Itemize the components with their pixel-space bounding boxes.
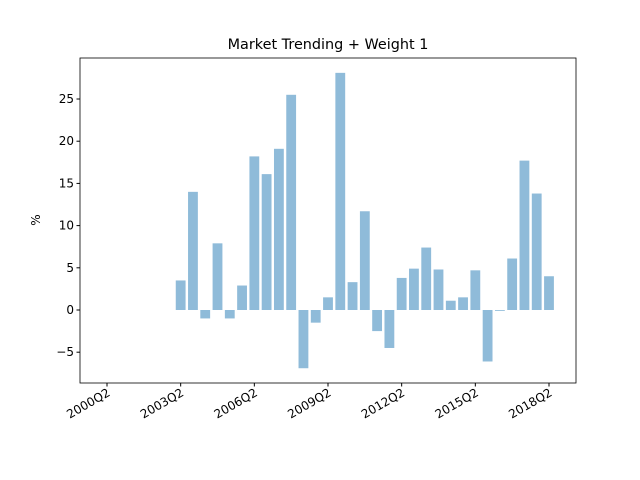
bar	[286, 94, 297, 310]
bar	[212, 243, 223, 310]
bar	[421, 247, 432, 310]
bar	[494, 309, 505, 311]
bar	[458, 297, 468, 310]
bar	[531, 193, 542, 310]
bar	[261, 174, 272, 310]
y-axis-label: %	[29, 214, 43, 225]
x-tick-label: 2012Q2	[359, 385, 407, 421]
x-tick-label: 2003Q2	[138, 385, 186, 421]
bar	[433, 269, 444, 310]
y-tick-label: 10	[59, 219, 74, 233]
y-tick-label: 20	[59, 134, 74, 148]
x-tick-label: 2015Q2	[433, 385, 481, 421]
bar	[409, 268, 419, 310]
bar	[347, 282, 358, 310]
bar	[519, 160, 530, 310]
y-tick-label: 0	[66, 303, 74, 317]
bar	[372, 309, 383, 332]
bar	[335, 72, 346, 310]
bar	[445, 300, 456, 310]
bar	[175, 280, 186, 310]
bar	[384, 309, 395, 348]
bar	[224, 309, 235, 319]
bar	[507, 258, 518, 310]
bar	[188, 191, 198, 310]
bar	[200, 309, 211, 319]
bar	[237, 285, 247, 310]
bar	[396, 277, 407, 310]
bar	[298, 309, 309, 369]
plot-frame	[79, 57, 577, 384]
bar	[249, 156, 260, 310]
bar	[323, 297, 333, 310]
bar	[544, 276, 554, 310]
x-tick-label: 2009Q2	[285, 385, 333, 421]
x-tick-label: 2006Q2	[212, 385, 260, 421]
x-tick-label: 2018Q2	[506, 385, 554, 421]
bar	[482, 309, 493, 362]
x-tick-label: 2000Q2	[64, 385, 112, 421]
y-tick-label: 15	[59, 176, 74, 190]
bar	[359, 211, 370, 310]
bar	[470, 270, 481, 310]
y-tick-label: −5	[56, 345, 74, 359]
bar	[310, 309, 321, 323]
chart-title: Market Trending + Weight 1	[228, 37, 429, 53]
y-tick-label: 25	[59, 92, 74, 106]
y-tick-label: 5	[66, 261, 74, 275]
bar	[273, 148, 284, 310]
